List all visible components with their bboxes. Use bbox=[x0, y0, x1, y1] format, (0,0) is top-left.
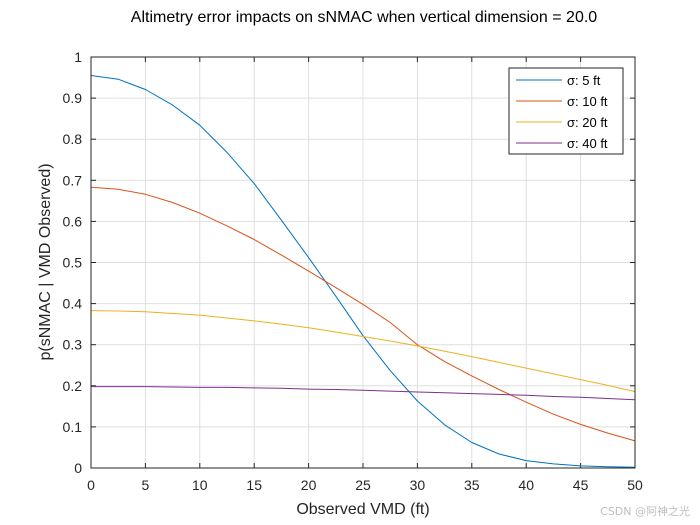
legend-label-4: σ: 40 ft bbox=[567, 136, 608, 151]
y-tick-label: 0.4 bbox=[63, 296, 83, 312]
y-tick-label: 0.7 bbox=[63, 172, 83, 188]
x-tick-label: 40 bbox=[518, 477, 534, 493]
x-tick-label: 45 bbox=[573, 477, 589, 493]
legend: σ: 5 ft σ: 10 ft σ: 20 ft σ: 40 ft bbox=[508, 67, 624, 155]
x-tick-label: 25 bbox=[355, 477, 371, 493]
y-tick-label: 0.6 bbox=[63, 213, 83, 229]
series-line-3 bbox=[90, 310, 636, 393]
x-tick-label: 15 bbox=[246, 477, 262, 493]
legend-box bbox=[508, 67, 624, 155]
y-tick-label: 0.1 bbox=[63, 419, 83, 435]
plot-frame bbox=[90, 56, 636, 469]
x-axis-ticks: 0 5 10 15 20 25 30 35 40 45 50 bbox=[87, 57, 643, 493]
y-tick-label: 0.8 bbox=[63, 131, 83, 147]
legend-label-2: σ: 10 ft bbox=[567, 94, 608, 109]
watermark: CSDN @阿神之光 bbox=[600, 505, 690, 518]
series-line-4 bbox=[91, 386, 636, 401]
chart-title: Altimetry error impacts on sNMAC when ve… bbox=[131, 9, 597, 26]
y-tick-label: 0.2 bbox=[63, 378, 83, 394]
x-tick-label: 50 bbox=[627, 477, 643, 493]
x-tick-label: 30 bbox=[410, 477, 426, 493]
series-line-2 bbox=[90, 186, 636, 442]
x-axis-label: Observed VMD (ft) bbox=[296, 501, 429, 518]
legend-label-3: σ: 20 ft bbox=[567, 115, 608, 130]
y-tick-label: 0.9 bbox=[63, 90, 83, 106]
y-axis-ticks: 0 0.1 0.2 0.3 0.4 0.5 0.6 0.7 0.8 0.9 1 bbox=[63, 49, 635, 476]
x-tick-label: 5 bbox=[142, 477, 150, 493]
x-tick-label: 0 bbox=[87, 477, 95, 493]
y-tick-label: 0.3 bbox=[63, 337, 83, 353]
y-tick-label: 0.5 bbox=[63, 255, 83, 271]
x-tick-label: 35 bbox=[464, 477, 480, 493]
legend-label-1: σ: 5 ft bbox=[567, 73, 601, 88]
y-axis-label: p(sNMAC | VMD Observed) bbox=[37, 163, 54, 360]
x-tick-label: 20 bbox=[301, 477, 317, 493]
y-tick-label: 1 bbox=[74, 49, 82, 65]
y-tick-label: 0 bbox=[74, 460, 82, 476]
series-lines bbox=[90, 75, 636, 468]
series-line-1 bbox=[90, 75, 636, 468]
x-tick-label: 10 bbox=[192, 477, 208, 493]
